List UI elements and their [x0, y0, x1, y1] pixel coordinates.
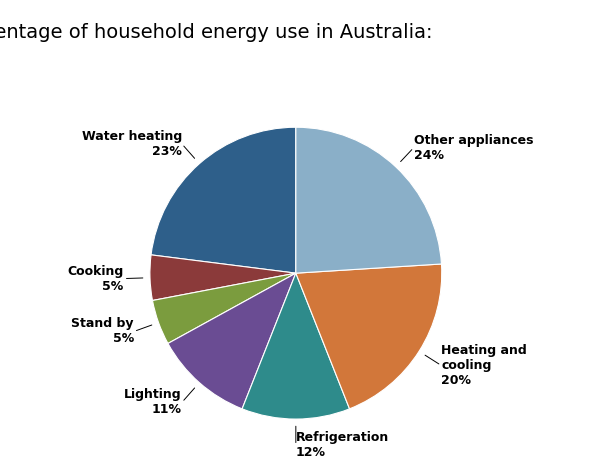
Text: Heating and
cooling
20%: Heating and cooling 20% — [441, 344, 527, 387]
Wedge shape — [296, 127, 441, 273]
Text: Cooking
5%: Cooking 5% — [68, 265, 124, 293]
Wedge shape — [242, 273, 349, 419]
Text: Stand by
5%: Stand by 5% — [71, 317, 134, 346]
Text: Other appliances
24%: Other appliances 24% — [414, 134, 533, 162]
Wedge shape — [151, 127, 296, 273]
Wedge shape — [296, 264, 442, 409]
Text: Water heating
23%: Water heating 23% — [82, 130, 182, 158]
Text: The percentage of household energy use in Australia:: The percentage of household energy use i… — [0, 23, 432, 42]
Wedge shape — [152, 273, 296, 344]
Wedge shape — [168, 273, 296, 409]
Text: Lighting
11%: Lighting 11% — [125, 388, 182, 416]
Text: Refrigeration
12%: Refrigeration 12% — [296, 431, 389, 459]
Wedge shape — [150, 255, 296, 300]
